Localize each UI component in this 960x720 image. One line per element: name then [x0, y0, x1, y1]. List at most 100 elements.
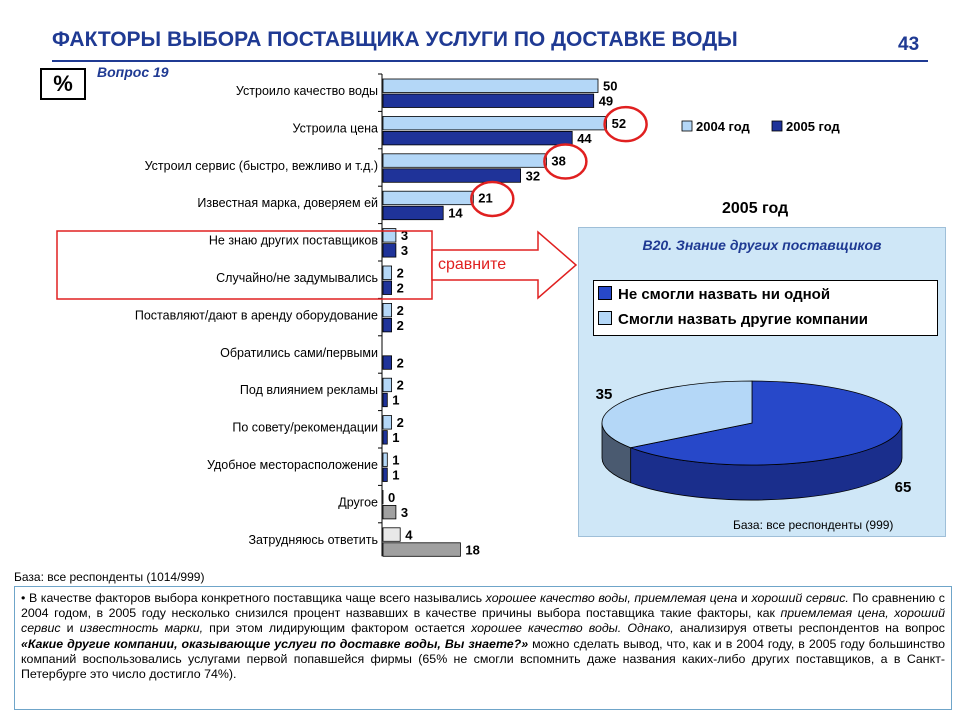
- bar: [382, 452, 388, 467]
- bar-value-label: 21: [478, 191, 492, 206]
- category-label: Под влиянием рекламы: [240, 383, 378, 397]
- bar: [382, 205, 444, 221]
- legend-swatch: [681, 120, 693, 132]
- bar-value-label: 38: [551, 153, 565, 168]
- note-text-run: приемлемая цена, хороший сервис: [21, 606, 945, 636]
- compare-label: сравните: [438, 256, 507, 273]
- highlight-circle: [470, 180, 515, 218]
- bar-value-label: 44: [577, 131, 592, 146]
- note-text-run: известность марки,: [79, 621, 204, 636]
- bar: [382, 467, 388, 482]
- bar-value-label: 50: [603, 79, 617, 94]
- bar: [382, 265, 393, 280]
- note-text-run: «Какие другие компании, оказывающие услу…: [21, 636, 529, 651]
- category-label: Устроил сервис (быстро, вежливо и т.д.): [145, 159, 378, 173]
- bar: [382, 78, 599, 93]
- legend-swatch: [598, 286, 612, 300]
- unit-label: %: [40, 68, 86, 100]
- pie-slice: [629, 380, 903, 466]
- pie-slice: [601, 380, 753, 449]
- note-text-run: По сравнению с 2004 годом, в 2005 году н…: [21, 591, 946, 621]
- bar-value-label: 1: [392, 430, 399, 445]
- bar: [382, 116, 608, 131]
- bar-value-label: 3: [401, 505, 408, 520]
- page-number: 43: [898, 34, 920, 55]
- bar: [382, 280, 393, 295]
- category-label: Устроило качество воды: [236, 84, 378, 98]
- bar-value-label: 18: [465, 542, 479, 557]
- bar: [382, 302, 393, 318]
- category-label: Известная марка, доверяем ей: [197, 196, 378, 210]
- bar-value-label: 49: [599, 94, 613, 109]
- bar: [382, 317, 393, 333]
- note-text-run: можно сделать вывод, что, как и в 2004 г…: [21, 636, 945, 682]
- note-text-run: хорошее качество воды. Однако,: [471, 621, 674, 636]
- page-title: ФАКТОРЫ ВЫБОРА ПОСТАВЩИКА УСЛУГИ ПО ДОСТ…: [52, 28, 738, 51]
- bar-value-label: 2: [397, 378, 404, 393]
- bar-value-label: 2: [397, 281, 404, 296]
- bar: [382, 190, 474, 206]
- bar-value-label: 1: [392, 468, 399, 483]
- pie-year-label: 2005 год: [722, 200, 789, 217]
- base-note-left: База: все респонденты (1014/999): [14, 570, 205, 584]
- legend-label: 2004 год: [696, 119, 751, 134]
- note-text-run: и: [60, 621, 80, 636]
- note-text-run: при этом лидирующим фактором остается: [203, 621, 472, 636]
- bar: [382, 415, 393, 430]
- bar-value-label: 52: [612, 116, 626, 131]
- category-label: Поставляют/дают в аренду оборудование: [135, 308, 378, 322]
- bar: [382, 228, 397, 243]
- category-label: Обратились сами/первыми: [220, 346, 378, 360]
- bar-value-label: 1: [392, 453, 399, 468]
- note-text-run: • В качестве факторов выбора конкретного…: [21, 591, 486, 605]
- category-label: Не знаю других поставщиков: [209, 234, 378, 248]
- pie-legend-label: Не смогли назвать ни одной: [618, 286, 831, 303]
- bar-value-label: 2: [397, 415, 404, 430]
- bar-value-label: 32: [526, 168, 540, 183]
- bar: [382, 430, 388, 445]
- title-divider: [52, 60, 928, 62]
- base-note-right: База: все респонденты (999): [733, 518, 894, 532]
- bar: [382, 130, 573, 146]
- category-label: Устроила цена: [292, 121, 378, 135]
- bar: [382, 527, 401, 542]
- bar-value-label: 4: [405, 527, 413, 542]
- bar-value-label: 2: [397, 318, 404, 333]
- legend-label: 2005 год: [786, 119, 841, 134]
- conclusion-note: • В качестве факторов выбора конкретного…: [14, 586, 952, 710]
- bar: [382, 355, 393, 370]
- category-label: Удобное месторасположение: [207, 458, 378, 472]
- note-text-run: хороший сервис.: [751, 591, 849, 605]
- note-text-run: анализируя ответы респондентов на вопрос: [673, 621, 945, 636]
- highlight-circle: [543, 143, 588, 180]
- pie-legend: Не смогли назвать ни одной Смогли назват…: [593, 280, 938, 336]
- note-text-run: хорошее качество воды, приемлемая цена: [485, 591, 738, 605]
- bar: [382, 504, 397, 520]
- category-label: Затрудняюсь ответить: [248, 533, 378, 547]
- bar: [382, 392, 388, 408]
- question-label: Вопрос 19: [97, 64, 169, 80]
- pie-legend-label: Смогли назвать другие компании: [618, 311, 868, 328]
- bar: [382, 93, 595, 108]
- bar: [382, 377, 393, 393]
- bar: [382, 153, 547, 168]
- category-label: Другое: [338, 495, 378, 509]
- pie-chart-marks: 65 35: [596, 380, 912, 501]
- bar-value-label: 14: [448, 206, 463, 221]
- legend-swatch: [598, 311, 612, 325]
- category-label: По совету/рекомендации: [232, 421, 378, 435]
- note-text-run: и: [737, 591, 752, 605]
- pie-legend-item: Не смогли назвать ни одной: [598, 286, 830, 303]
- bar-value-label: 3: [401, 243, 408, 258]
- bar-value-label: 2: [397, 303, 404, 318]
- bar-value-label: 3: [401, 228, 408, 243]
- bar-value-label: 2: [397, 355, 404, 370]
- category-label: Случайно/не задумывались: [216, 271, 378, 285]
- bar: [382, 542, 461, 557]
- compare-arrow: [431, 230, 578, 300]
- bar-value-label: 1: [392, 393, 399, 408]
- pie-panel-title: В20. Знание других поставщиков: [642, 237, 882, 253]
- pie-value-label: 65: [895, 479, 912, 496]
